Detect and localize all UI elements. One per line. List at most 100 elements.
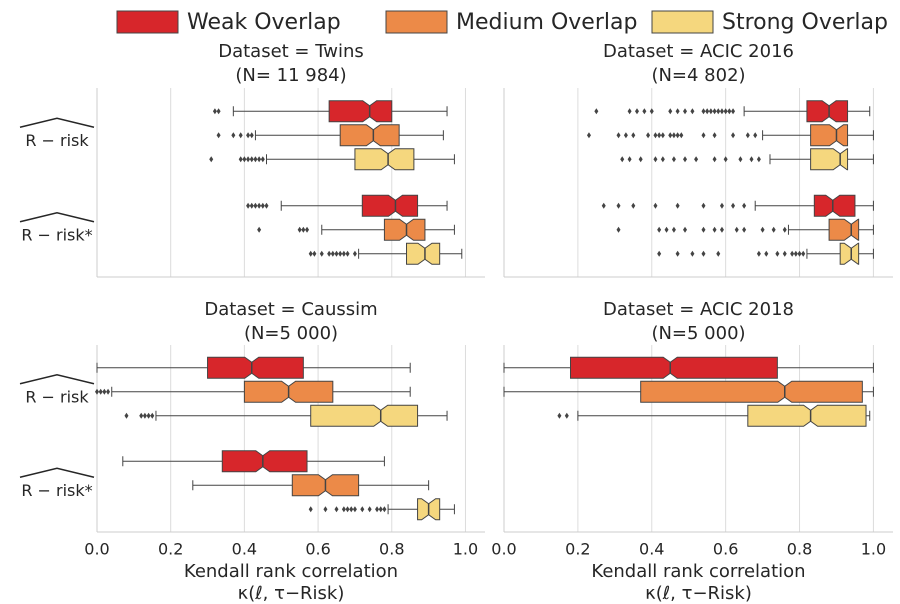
category-label: R − risk* <box>21 225 92 244</box>
outlier <box>753 132 758 139</box>
outlier <box>319 250 324 257</box>
outlier <box>375 506 380 513</box>
outlier <box>719 108 724 115</box>
outlier <box>675 108 680 115</box>
outlier <box>139 412 144 419</box>
outlier <box>124 412 129 419</box>
outlier <box>708 108 713 115</box>
outlier <box>690 250 695 257</box>
x-tick-label: 0.2 <box>158 540 183 559</box>
outlier <box>716 108 721 115</box>
outlier <box>352 506 357 513</box>
panel-subtitle: (N=5 000) <box>244 323 338 344</box>
outlier <box>382 506 387 513</box>
legend-label: Strong Overlap <box>722 10 888 35</box>
outlier <box>723 108 728 115</box>
outlier <box>634 108 639 115</box>
outlier <box>260 156 265 163</box>
outlier <box>712 156 717 163</box>
x-axis-label: Kendall rank correlation <box>591 561 805 582</box>
x-tick-label: 0.0 <box>84 540 109 559</box>
outlier <box>146 412 151 419</box>
outlier <box>701 132 706 139</box>
outlier <box>231 132 236 139</box>
panel-subtitle: (N= 11 984) <box>235 65 346 86</box>
legend-swatch <box>385 10 448 34</box>
box <box>361 194 419 217</box>
outlier <box>723 156 728 163</box>
box <box>339 124 400 147</box>
x-tick-label: 0.4 <box>639 540 664 559</box>
outlier <box>312 250 317 257</box>
outlier <box>95 388 99 395</box>
outlier <box>668 132 673 139</box>
outlier <box>297 226 302 233</box>
box <box>813 194 856 217</box>
outlier <box>341 250 346 257</box>
outlier <box>668 108 673 115</box>
outlier <box>367 506 372 513</box>
hat <box>19 467 95 478</box>
box <box>569 356 778 379</box>
outlier <box>330 250 335 257</box>
outlier <box>257 202 262 209</box>
outlier <box>334 250 339 257</box>
x-axis-label: κ(ℓ, τ−Risk) <box>238 583 345 604</box>
outlier <box>664 226 669 233</box>
outlier <box>264 202 269 209</box>
outlier <box>631 132 636 139</box>
outlier <box>646 132 651 139</box>
panel-title: Dataset = ACIC 2016 <box>603 41 794 62</box>
outlier <box>790 250 795 257</box>
x-tick-label: 1.0 <box>861 540 886 559</box>
outlier <box>216 132 221 139</box>
outlier <box>734 226 739 233</box>
x-tick-label: 0.8 <box>379 540 404 559</box>
outlier <box>771 226 776 233</box>
legend-swatch <box>651 10 714 34</box>
outlier <box>660 156 665 163</box>
outlier <box>683 156 688 163</box>
outlier <box>657 132 662 139</box>
outlier <box>260 202 265 209</box>
outlier <box>242 156 247 163</box>
outlier <box>253 156 258 163</box>
outlier <box>349 506 354 513</box>
outlier <box>102 388 107 395</box>
outlier <box>675 250 680 257</box>
x-axis-label: κ(ℓ, τ−Risk) <box>645 583 752 604</box>
box <box>383 218 426 241</box>
outlier <box>660 132 665 139</box>
outlier <box>623 132 628 139</box>
outlier <box>756 250 761 257</box>
outlier <box>731 108 736 115</box>
box <box>810 148 849 171</box>
outlier <box>627 108 632 115</box>
outlier <box>694 156 699 163</box>
outlier <box>209 156 214 163</box>
box <box>806 100 849 123</box>
outlier <box>683 108 688 115</box>
outlier <box>253 202 258 209</box>
outlier <box>690 108 695 115</box>
outlier <box>249 132 254 139</box>
panel-title: Dataset = Twins <box>218 41 364 62</box>
x-tick-label: 0.8 <box>787 540 812 559</box>
outlier <box>216 108 221 115</box>
outlier <box>257 156 262 163</box>
outlier <box>301 226 306 233</box>
outlier <box>716 250 721 257</box>
outlier <box>106 388 111 395</box>
outlier <box>345 250 350 257</box>
outlier <box>701 108 706 115</box>
outlier <box>601 202 606 209</box>
outlier <box>238 156 243 163</box>
panel-title: Dataset = ACIC 2018 <box>603 299 794 320</box>
box <box>810 124 849 147</box>
outlier <box>731 202 736 209</box>
outlier <box>745 132 750 139</box>
x-tick-label: 0.0 <box>491 540 516 559</box>
outlier <box>308 250 313 257</box>
outlier <box>653 132 658 139</box>
